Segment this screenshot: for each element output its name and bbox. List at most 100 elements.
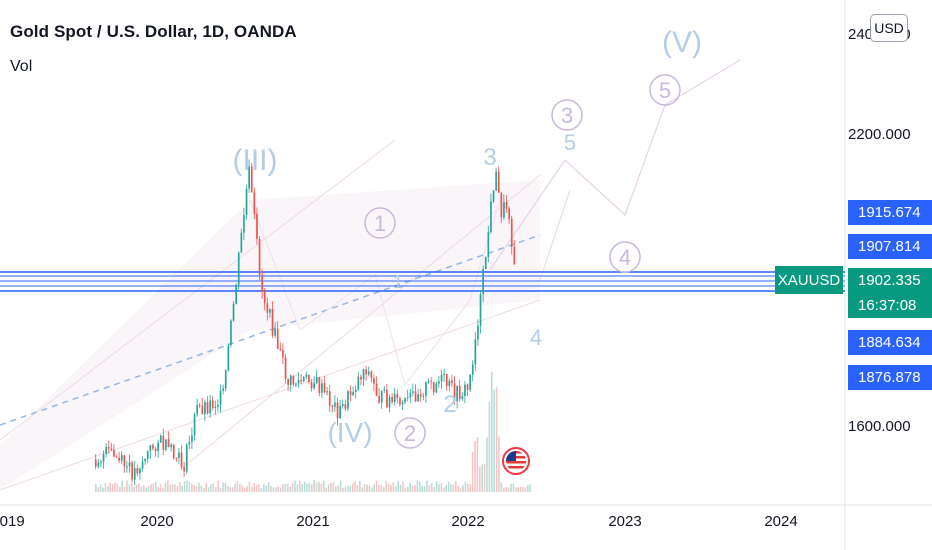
volume-bar	[320, 484, 323, 492]
currency-button[interactable]: USD	[870, 14, 908, 42]
volume-bar	[311, 484, 313, 492]
volume-bar	[337, 485, 339, 492]
candle-body	[440, 375, 443, 382]
candle-body	[471, 364, 474, 375]
volume-bar	[119, 486, 121, 492]
candle-body	[336, 402, 339, 419]
candle-body	[503, 202, 505, 218]
volume-bar	[275, 487, 277, 492]
volume-bar	[366, 484, 368, 492]
volume-bar	[507, 487, 510, 492]
volume-bar	[207, 487, 210, 492]
candle-body	[451, 380, 453, 384]
candle-body	[310, 382, 313, 389]
candle-body	[399, 398, 401, 405]
candle-body	[477, 325, 479, 340]
candle-body	[500, 192, 503, 218]
candle-body	[508, 208, 510, 220]
volume-bar	[390, 485, 392, 492]
candle-body	[321, 383, 323, 393]
volume-bar	[452, 484, 455, 492]
candle-body	[105, 447, 107, 455]
candle-body	[352, 392, 354, 396]
volume-bar	[111, 484, 114, 492]
projection-path	[489, 59, 741, 271]
candle-body	[380, 390, 383, 403]
volume-bar	[270, 485, 272, 492]
candle-body	[435, 383, 438, 393]
candle-body	[492, 190, 495, 202]
volume-bar	[332, 482, 335, 492]
candle-body	[188, 441, 191, 445]
candle-body	[204, 402, 206, 415]
volume-bar	[325, 487, 327, 492]
volume-bar	[361, 487, 363, 492]
candle-body	[513, 246, 516, 265]
volume-bar	[102, 487, 104, 492]
volume-bar	[224, 482, 227, 492]
volume-bar	[409, 483, 411, 492]
candle-body	[167, 439, 170, 448]
candle-body	[224, 370, 227, 389]
volume-bar	[527, 485, 529, 492]
candle-body	[227, 345, 230, 371]
candle-body	[318, 377, 321, 393]
candle-body	[482, 269, 484, 295]
volume-bar	[294, 480, 296, 492]
volume-bar	[474, 441, 476, 492]
candle-body	[484, 257, 487, 269]
symbol-tag: XAUUSD	[775, 266, 843, 294]
volume-bar	[500, 482, 503, 492]
volume-bar	[222, 482, 224, 492]
candle-body	[263, 291, 266, 304]
volume-bar	[195, 486, 198, 492]
volume-bar	[263, 484, 265, 492]
candle-body	[232, 304, 235, 321]
volume-bar	[411, 485, 414, 492]
volume-bar	[428, 485, 431, 492]
volume-bar	[282, 484, 284, 492]
candle-body	[191, 435, 193, 442]
candle-body	[404, 397, 406, 403]
volume-bar	[498, 436, 500, 492]
candle-body	[222, 388, 224, 391]
candle-body	[157, 442, 159, 451]
volume-bar	[308, 482, 311, 492]
volume-bar	[126, 480, 128, 492]
volume-bar	[155, 481, 157, 492]
candle-body	[339, 406, 341, 419]
candle-body	[349, 391, 352, 396]
volume-bar	[217, 480, 219, 492]
candle-body	[136, 468, 139, 474]
volume-bar	[385, 481, 387, 492]
candle-body	[414, 391, 417, 402]
volume-bar	[198, 482, 200, 492]
volume-bar	[236, 481, 239, 492]
volume-bar	[210, 484, 212, 492]
candle-body	[141, 461, 144, 469]
candle-body	[323, 383, 326, 393]
circle-wave-label: 1	[374, 211, 386, 236]
volume-bar	[272, 487, 275, 492]
circle-wave-marker	[364, 207, 396, 239]
volume-bar	[404, 487, 407, 492]
volume-bar	[135, 484, 138, 492]
candle-body	[344, 404, 347, 409]
volume-bar	[128, 484, 131, 492]
volume-bar	[241, 485, 243, 492]
volume-bar	[239, 484, 241, 492]
volume-bar	[179, 482, 181, 492]
candle-body	[347, 391, 349, 409]
candle-body	[235, 284, 237, 304]
circle-wave-label: 5	[659, 78, 671, 103]
volume-bar	[109, 482, 111, 492]
candle-body	[284, 357, 287, 380]
volume-bar	[493, 389, 495, 492]
candle-body	[230, 320, 232, 346]
time-tick: 2024	[764, 513, 798, 530]
channel-line	[0, 299, 541, 491]
channel-line	[0, 139, 396, 441]
us-flag-icon[interactable]	[502, 447, 530, 475]
